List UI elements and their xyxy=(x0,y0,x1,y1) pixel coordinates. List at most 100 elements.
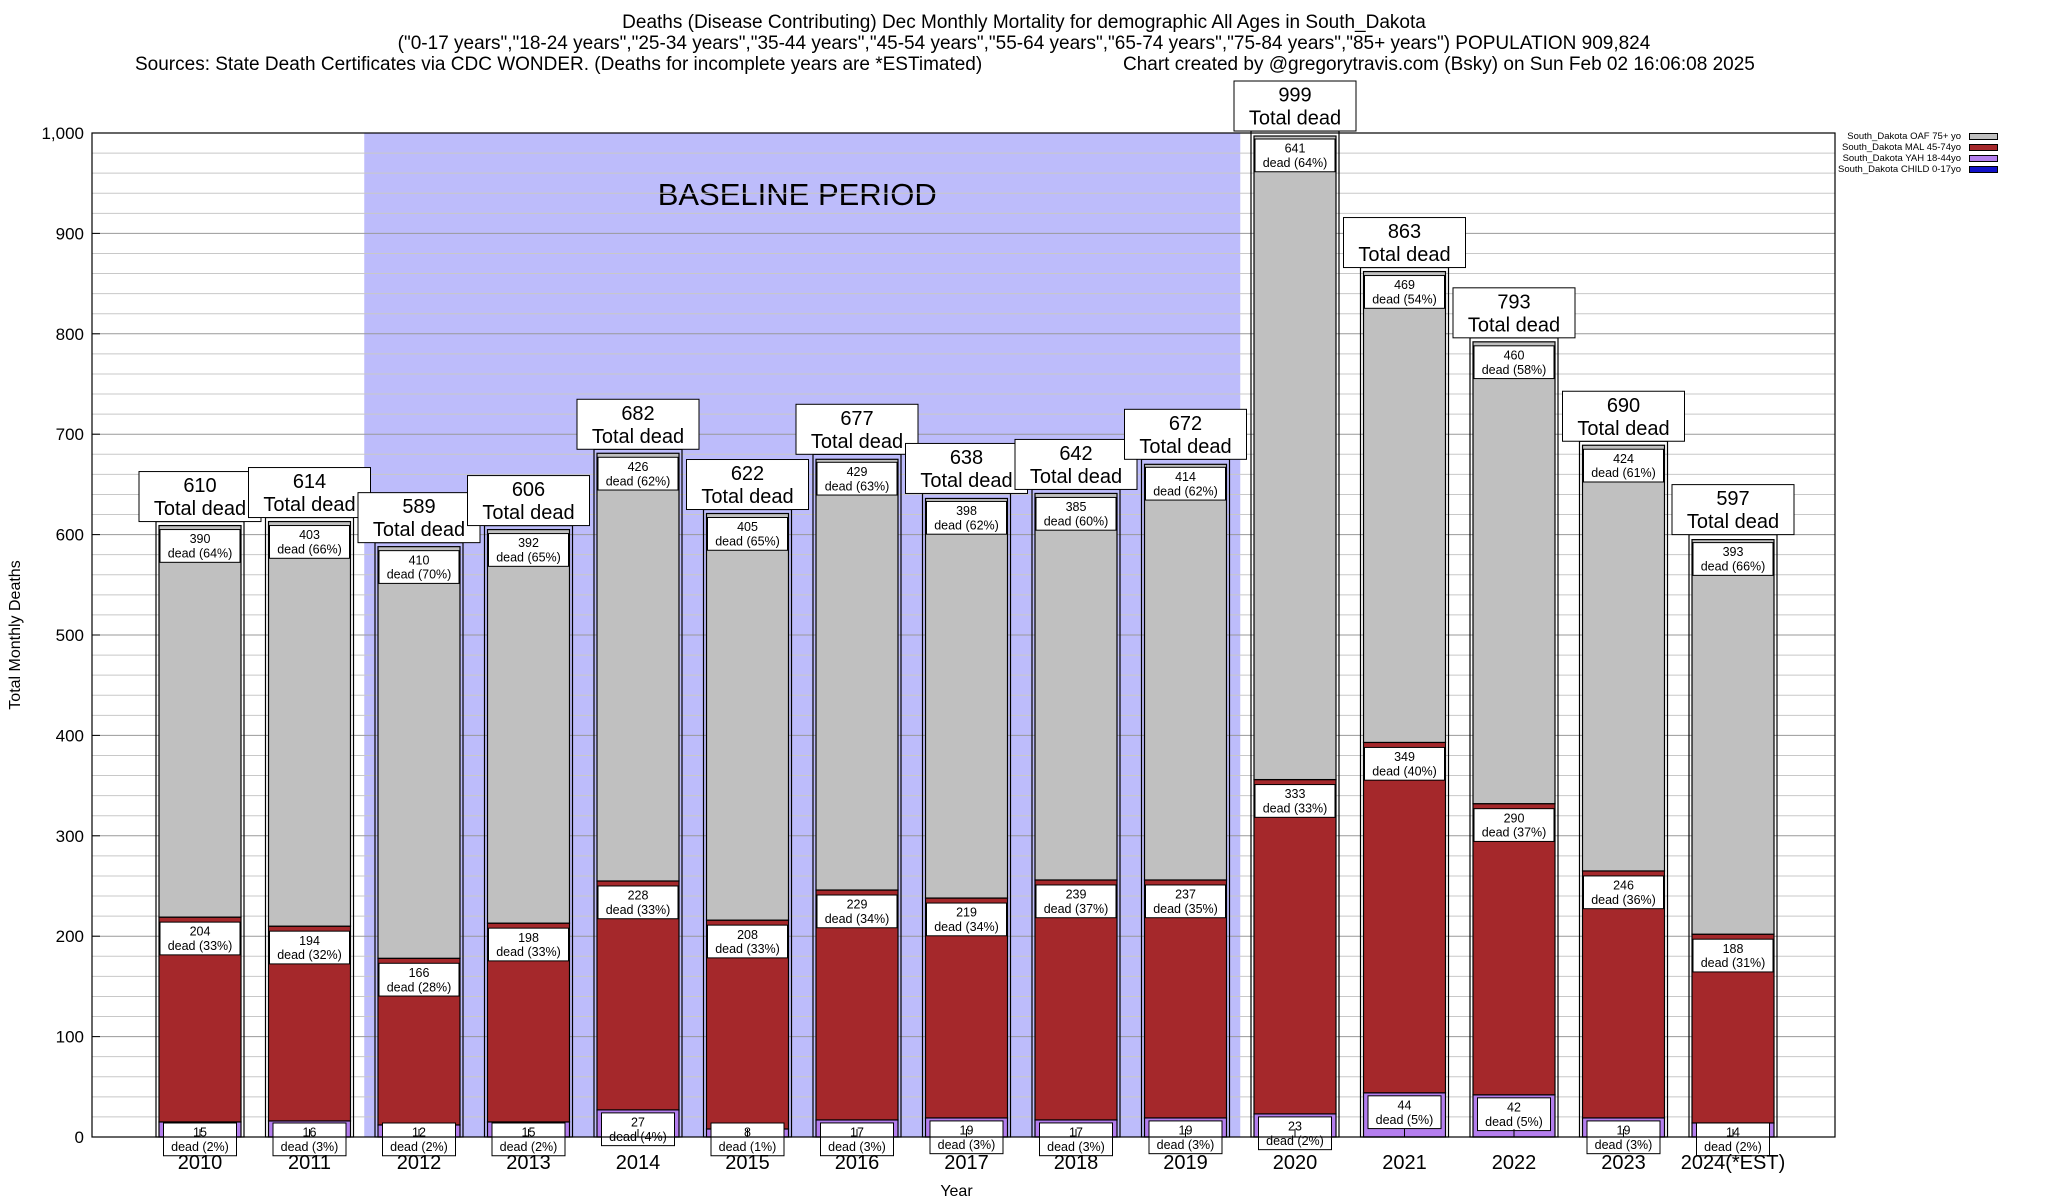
legend-swatch-yah xyxy=(1969,155,1999,162)
oaf-value-label-text: dead (54%) xyxy=(1372,293,1437,307)
mal-value-label-text: dead (33%) xyxy=(606,903,671,917)
y-tick-label: 600 xyxy=(56,526,84,545)
yah-value-label-text: dead (2%) xyxy=(1704,1140,1762,1154)
oaf-value-label-text: dead (61%) xyxy=(1591,466,1656,480)
mal-value-label-box xyxy=(707,924,788,959)
yah-value-label-text: 23 xyxy=(1288,1120,1302,1134)
oaf-value-label-text: 392 xyxy=(518,536,539,550)
yah-value-label-box xyxy=(820,1122,894,1157)
total-label-box xyxy=(576,398,700,450)
y-axis-title: Total Monthly Deaths xyxy=(7,560,24,709)
plot-frame xyxy=(91,132,1836,1138)
x-tick-label: 2010 xyxy=(178,1152,223,1174)
x-tick-label: 2012 xyxy=(397,1152,442,1174)
total-label-text: Total dead xyxy=(701,486,793,508)
yah-value-label-text: 27 xyxy=(631,1116,645,1130)
oaf-value-label-text: 414 xyxy=(1175,470,1196,484)
mal-value-label-box xyxy=(1145,884,1226,919)
y-tick-label: 1,000 xyxy=(41,124,84,143)
mal-value-label-text: 228 xyxy=(628,889,649,903)
total-label-text: Total dead xyxy=(154,498,246,520)
oaf-value-label-box xyxy=(1145,466,1226,501)
oaf-value-label-box xyxy=(1473,345,1555,380)
total-label-text: 597 xyxy=(1716,488,1749,510)
total-label-text: 999 xyxy=(1278,85,1311,107)
mal-value-label-text: 349 xyxy=(1394,750,1415,764)
mal-value-label-text: 194 xyxy=(299,934,320,948)
chart-sources: Sources: State Death Certificates via CD… xyxy=(135,54,983,75)
x-tick-label: 2024(*EST) xyxy=(1681,1152,1786,1174)
mal-value-label-text: 333 xyxy=(1285,787,1306,801)
total-label-text: 677 xyxy=(840,408,873,430)
mal-value-label-box xyxy=(597,885,679,920)
yah-value-label-text: dead (5%) xyxy=(1485,1115,1543,1129)
oaf-value-label-text: 403 xyxy=(299,528,320,542)
total-label-text: 690 xyxy=(1607,395,1640,417)
bar-segment-oaf xyxy=(1253,135,1337,781)
legend-swatch-child xyxy=(1969,166,1999,173)
total-label-box xyxy=(357,492,481,544)
x-tick-label: 2015 xyxy=(725,1152,770,1174)
yah-value-label-text: dead (5%) xyxy=(1376,1113,1434,1127)
oaf-value-label-text: 390 xyxy=(190,532,211,546)
total-label-text: Total dead xyxy=(263,494,355,516)
x-tick-label: 2023 xyxy=(1601,1152,1646,1174)
mal-value-label-text: dead (35%) xyxy=(1153,902,1218,916)
mal-value-label-box xyxy=(1035,884,1117,919)
total-label-box xyxy=(905,442,1028,494)
total-label-text: 672 xyxy=(1169,413,1202,435)
bar-segment-oaf xyxy=(377,546,461,959)
oaf-value-label-box xyxy=(816,461,898,496)
yah-value-label-text: dead (3%) xyxy=(281,1140,339,1154)
chart-legend: South_Dakota OAF 75+ yo South_Dakota MAL… xyxy=(1838,131,1999,175)
bar-segment-mal xyxy=(1362,741,1447,1094)
legend-item-child: South_Dakota CHILD 0-17yo xyxy=(1838,164,1999,175)
yah-value-label-box xyxy=(1367,1095,1442,1130)
total-label-text: Total dead xyxy=(373,519,465,541)
oaf-value-label-box xyxy=(269,525,350,559)
yah-value-label-box xyxy=(491,1122,566,1157)
total-label-text: 610 xyxy=(183,475,216,497)
oaf-value-label-text: dead (66%) xyxy=(277,543,342,557)
bar-segment-mal xyxy=(1581,870,1666,1119)
total-label-text: Total dead xyxy=(1249,108,1341,130)
mal-value-label-text: dead (34%) xyxy=(825,912,890,926)
total-label-box xyxy=(1124,408,1247,460)
mal-value-label-text: 188 xyxy=(1723,942,1744,956)
legend-label-child: South_Dakota CHILD 0-17yo xyxy=(1838,164,1962,175)
oaf-value-label-text: 410 xyxy=(409,553,430,567)
oaf-value-label-text: 641 xyxy=(1285,142,1306,156)
oaf-value-label-box xyxy=(1692,542,1774,576)
oaf-value-label-box xyxy=(926,500,1007,535)
x-tick-label: 2013 xyxy=(506,1152,551,1174)
yah-value-label-text: dead (3%) xyxy=(938,1138,996,1152)
mal-value-label-text: 208 xyxy=(737,928,758,942)
yah-value-label-box xyxy=(1477,1097,1551,1132)
x-axis-title: Year xyxy=(940,1183,973,1200)
mal-value-label-box xyxy=(269,930,350,965)
y-tick-label: 700 xyxy=(56,425,84,444)
mal-value-label-box xyxy=(816,894,898,929)
bar-segment-oaf xyxy=(1691,539,1775,935)
yah-value-label-text: 44 xyxy=(1398,1098,1412,1112)
total-label-text: Total dead xyxy=(482,502,574,524)
y-tick-label: 500 xyxy=(56,626,84,645)
x-tick-label: 2018 xyxy=(1054,1152,1099,1174)
total-label-box xyxy=(248,467,371,519)
oaf-value-label-text: dead (63%) xyxy=(825,479,890,493)
oaf-value-label-text: 398 xyxy=(956,504,977,518)
mal-value-label-box xyxy=(926,902,1007,937)
mal-value-label-box xyxy=(1583,875,1664,910)
bar-segment-oaf xyxy=(1472,341,1556,805)
total-label-text: Total dead xyxy=(1030,466,1122,488)
total-label-box xyxy=(1343,217,1466,269)
total-label-text: 642 xyxy=(1059,443,1092,465)
total-label-text: Total dead xyxy=(920,470,1012,492)
mal-value-label-box xyxy=(488,927,569,962)
mal-value-label-text: dead (34%) xyxy=(934,920,999,934)
y-tick-label: 800 xyxy=(56,325,84,344)
total-label-text: Total dead xyxy=(1468,314,1560,336)
mal-value-label-text: dead (36%) xyxy=(1591,893,1656,907)
yah-value-label-box xyxy=(382,1122,456,1157)
oaf-value-label-text: dead (62%) xyxy=(1153,484,1218,498)
